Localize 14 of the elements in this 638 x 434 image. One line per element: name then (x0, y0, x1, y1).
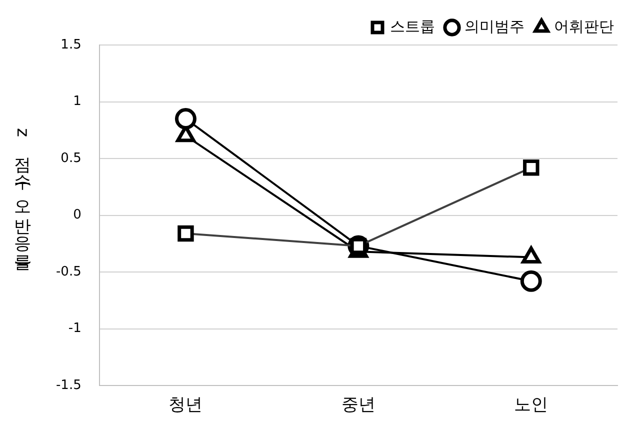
x-tick-label: 중년 (341, 395, 376, 416)
x-tick-label: 노인 (514, 395, 548, 416)
y-tick-label: 1.5 (60, 37, 82, 52)
y-tick-label: 1 (73, 94, 82, 110)
legend-label: 스트룹 (390, 17, 435, 36)
y-tick-label: 0.5 (60, 150, 82, 166)
y-tick-label: 0 (73, 208, 82, 223)
legend-label: 어휘판단 (554, 17, 614, 36)
y-tick-label: -1.5 (56, 378, 82, 393)
x-tick-label: 청년 (168, 395, 203, 416)
legend-label: 의미범주 (464, 17, 524, 36)
y-axis-title: z 점수(오반응률) (12, 128, 34, 268)
y-tick-label: -1 (68, 321, 82, 336)
y-tick-label: -0.5 (56, 264, 82, 280)
